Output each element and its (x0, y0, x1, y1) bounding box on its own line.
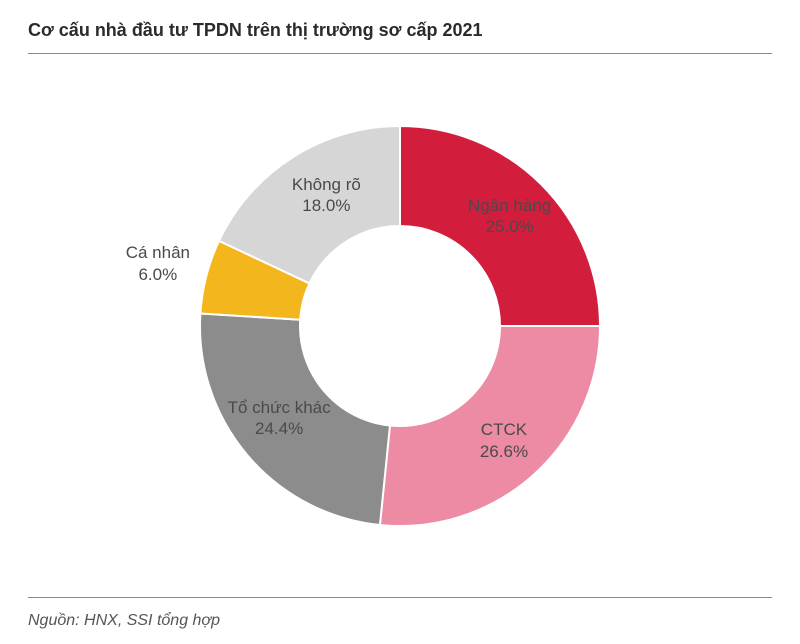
slice-label-name: Không rõ (292, 174, 361, 195)
slice-label-name: CTCK (480, 419, 528, 440)
chart-area: Ngân hàng25.0% CTCK26.6% Tổ chức khác24.4%… (28, 54, 772, 597)
slice-label-name: Tổ chức khác (228, 396, 331, 417)
slice-label-1: CTCK26.6% (480, 419, 528, 462)
slice-label-4: Không rõ18.0% (292, 174, 361, 217)
slice-label-2: Tổ chức khác24.4% (228, 396, 331, 439)
chart-title: Cơ cấu nhà đầu tư TPDN trên thị trường s… (28, 20, 772, 41)
slice-label-percent: 25.0% (468, 216, 551, 237)
chart-source: Nguồn: HNX, SSI tổng hợp (28, 598, 772, 630)
donut-chart (196, 122, 604, 530)
slice-label-percent: 6.0% (126, 263, 190, 284)
slice-label-name: Cá nhân (126, 242, 190, 263)
chart-container: Cơ cấu nhà đầu tư TPDN trên thị trường s… (0, 0, 800, 644)
slice-label-percent: 26.6% (480, 440, 528, 461)
slice-label-0: Ngân hàng25.0% (468, 195, 551, 238)
slice-label-percent: 18.0% (292, 195, 361, 216)
slice-label-percent: 24.4% (228, 418, 331, 439)
slice-label-3: Cá nhân6.0% (126, 242, 190, 285)
slice-label-name: Ngân hàng (468, 195, 551, 216)
